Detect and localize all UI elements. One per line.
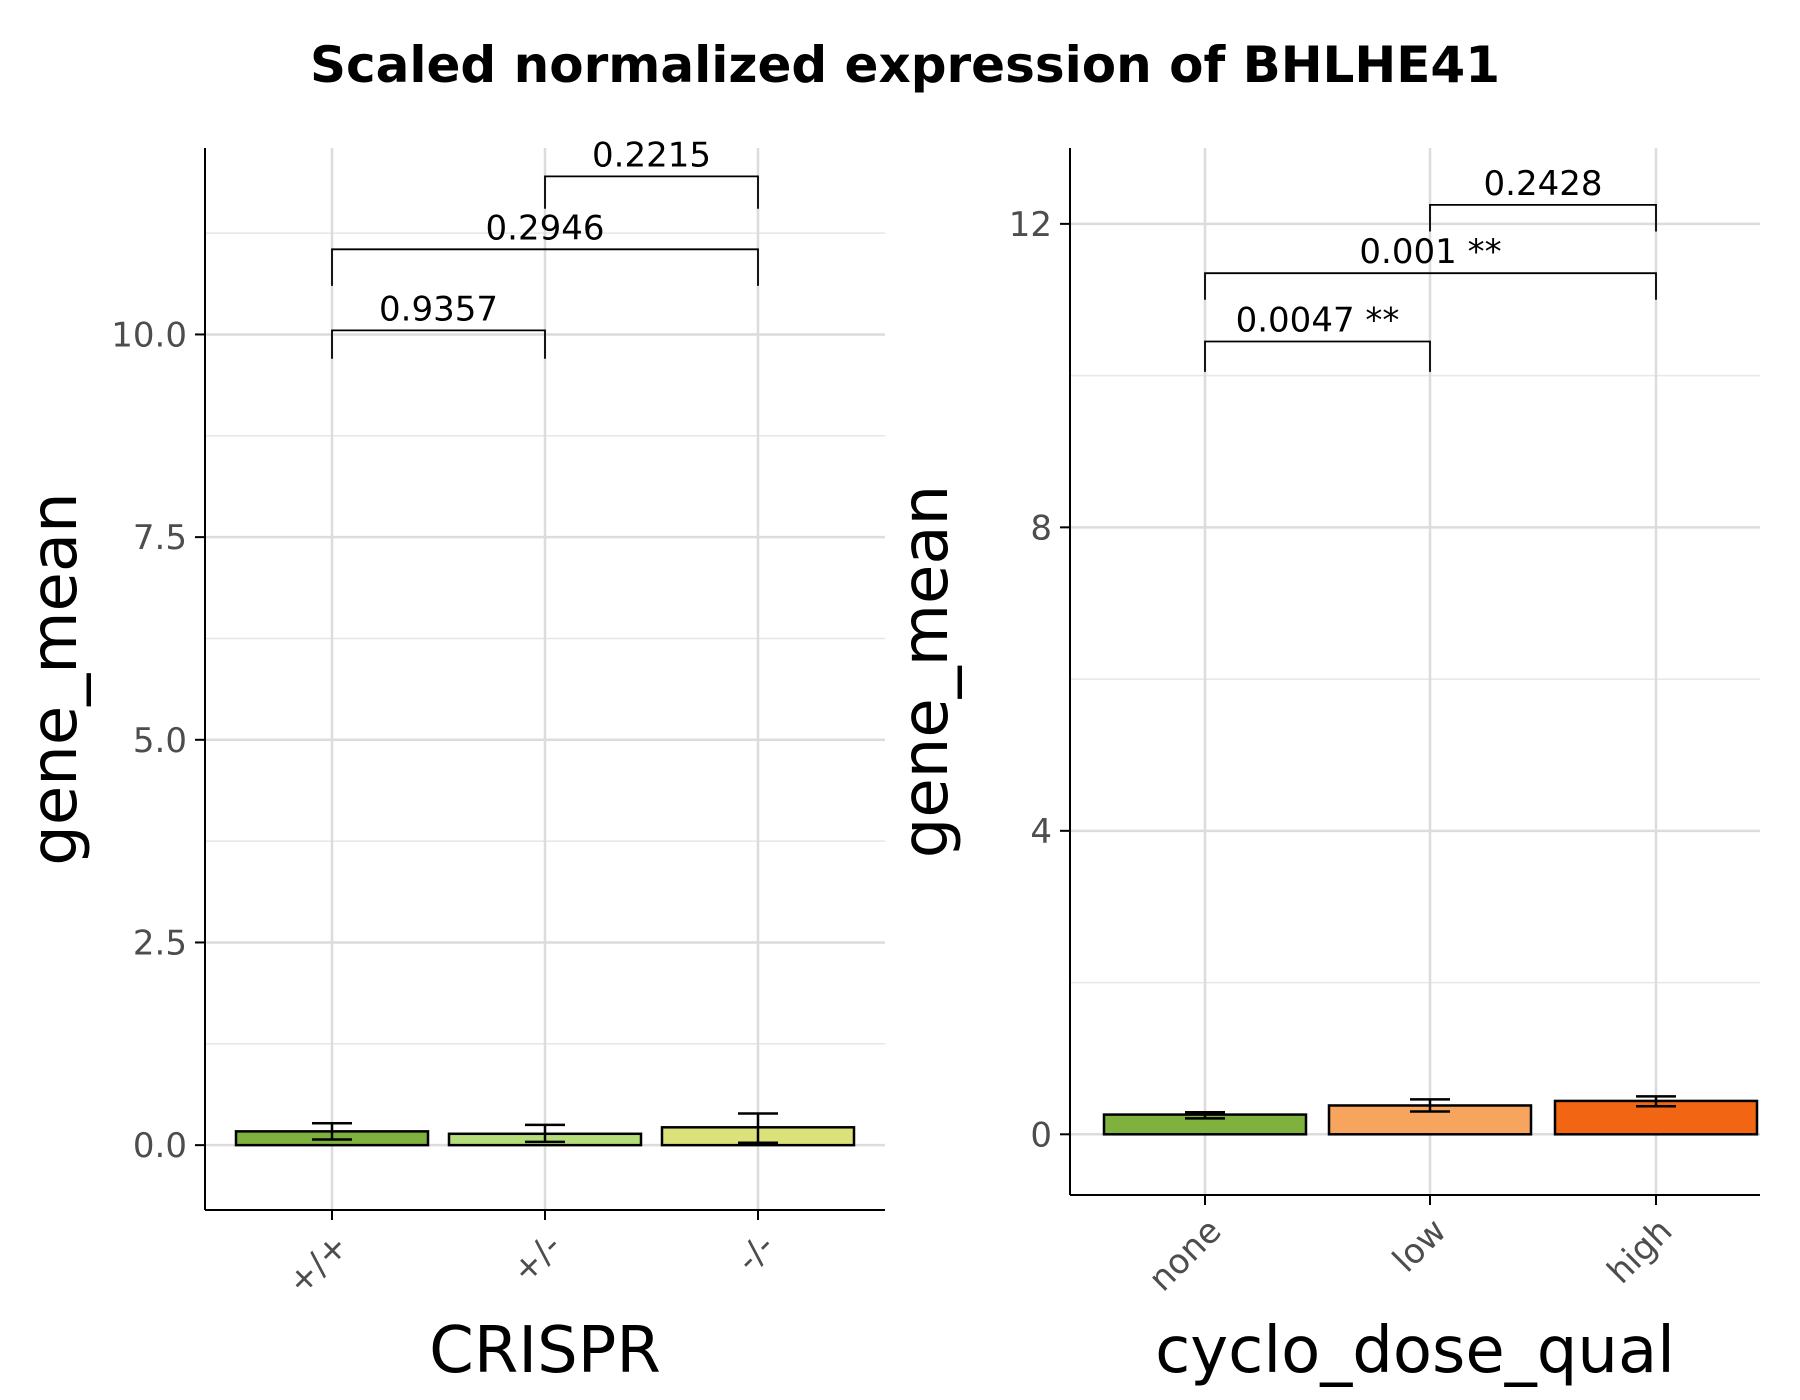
p-value-label: 0.0047 **: [1236, 300, 1400, 340]
comparison-bracket: [1429, 204, 1657, 232]
y-tick-label: 7.5: [133, 518, 187, 558]
y-tick-label: 0: [1030, 1115, 1052, 1155]
y-tick-label: 4: [1030, 812, 1052, 852]
comparison-bracket: [1204, 340, 1431, 372]
p-value-label: 0.2215: [592, 135, 711, 175]
p-value-label: 0.2428: [1484, 164, 1603, 204]
comparison-bracket: [331, 248, 759, 286]
x-axis-title: cyclo_dose_qual: [1155, 1314, 1675, 1388]
x-tick-label: -/-: [729, 1226, 783, 1280]
panel-cyclo-dose: 0.0047 ** 0.001 ** 0.2428 0 4 8 12 none low high c…: [889, 148, 1760, 1388]
y-tick-label: 0.0: [133, 1126, 187, 1166]
chart-title: Scaled normalized expression of BHLHE41: [310, 36, 1500, 94]
comparison-bracket: [331, 329, 546, 359]
p-value-label: 0.2946: [486, 208, 605, 248]
p-value-label: 0.001 **: [1359, 232, 1501, 272]
x-tick-label: high: [1600, 1211, 1681, 1292]
y-tick-label: 5.0: [133, 721, 187, 761]
comparison-bracket: [544, 175, 759, 209]
x-tick-label: low: [1385, 1211, 1454, 1280]
panel-crispr: 0.9357 0.2946 0.2215 0.0 2.5 5.0 7.5 10.0 +/+ +/-…: [18, 135, 885, 1388]
y-tick-label: 10.0: [111, 315, 187, 355]
p-value-label: 0.9357: [379, 289, 498, 329]
x-tick-label: +/-: [504, 1226, 569, 1291]
y-axis-title: gene_mean: [18, 492, 92, 865]
y-axis-title: gene_mean: [889, 485, 963, 858]
y-tick-label: 8: [1030, 508, 1052, 548]
x-tick-label: +/+: [280, 1226, 357, 1303]
y-tick-label: 12: [1009, 205, 1052, 245]
x-axis-title: CRISPR: [429, 1314, 661, 1388]
y-tick-label: 2.5: [133, 923, 187, 963]
comparison-bracket: [1204, 272, 1657, 300]
x-tick-label: none: [1141, 1211, 1229, 1299]
